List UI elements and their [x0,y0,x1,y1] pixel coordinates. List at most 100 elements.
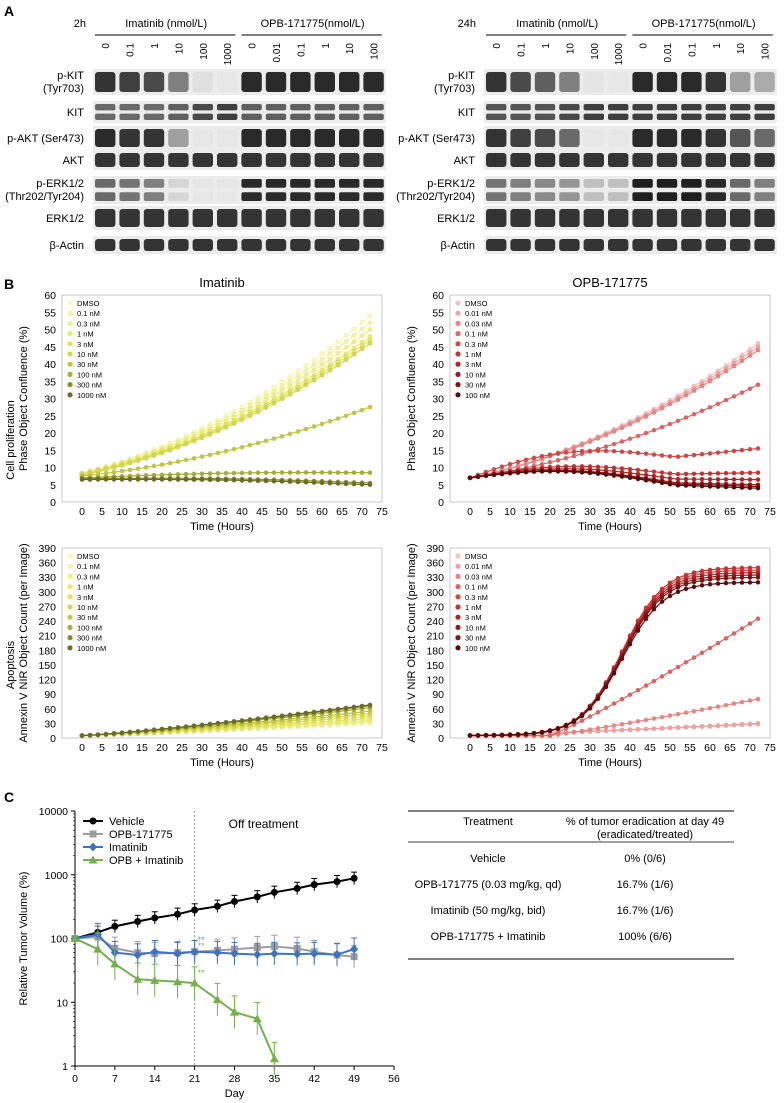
blot-band [363,104,384,111]
blot-band [339,192,360,201]
data-point [159,726,165,732]
data-point [731,565,737,571]
legend-marker [455,382,461,388]
data-point [231,470,237,476]
legend-marker [67,331,73,337]
data-point [595,696,601,702]
data-point [523,457,529,463]
y-tick-label: 45 [44,342,56,354]
x-tick-label: 25 [564,506,576,518]
data-point [707,404,713,410]
data-point [747,580,753,585]
blot-band [754,179,775,188]
data-point [239,444,245,450]
blot-group-label: Imatinib (nmol/L) [125,18,207,30]
x-tick-label: 55 [296,506,308,518]
data-point [491,472,497,478]
data-point [311,709,317,715]
table-row-value: 0% (0/6) [624,853,666,865]
x-axis-label: Time (Hours) [578,757,642,769]
x-tick-label: 35 [269,1073,281,1085]
blot-dose-label: 0.01 [272,43,283,63]
data-point [303,382,309,388]
data-point [627,449,633,455]
data-point [723,470,729,476]
data-point [287,479,293,485]
x-tick-label: 75 [376,506,388,518]
data-point [731,631,737,636]
data-point [271,714,277,720]
data-point [579,470,585,475]
data-point [343,339,349,344]
data-point [335,416,341,421]
blot-band [705,192,726,201]
data-point [327,345,333,351]
data-point [523,469,529,475]
x-tick-label: 70 [744,506,756,518]
blot-band [730,129,751,147]
western-blot-2h: 2h Imatinib (nmol/L)0 0.1 1 10 100 1000OPB-171… [5,18,386,254]
data-point [555,469,561,474]
data-point [755,696,761,702]
data-point [483,732,489,738]
data-point [659,424,665,430]
data-point [723,566,729,571]
data-point [247,478,253,483]
legend-entry: 0.03 nM [465,319,492,328]
blot-row-label: p-KIT [448,70,475,82]
data-point [723,702,729,708]
data-point [127,467,133,473]
data-point [627,727,633,732]
blot-band [265,209,287,227]
data-point [619,727,625,733]
data-point [675,454,681,459]
data-point [175,725,181,730]
data-point [173,949,182,959]
data-point [335,706,341,712]
blot-dose-label: 0 [101,43,112,49]
blot-band [95,72,116,92]
data-point [603,448,609,454]
data-point [667,421,673,427]
data-point [133,950,142,960]
blot-band [534,192,556,201]
blot-band [534,104,556,111]
blot-band [632,192,653,201]
data-point [627,692,633,698]
data-point [215,720,221,726]
data-point [659,453,665,458]
data-point [691,579,697,585]
blot-band [608,179,629,188]
x-axis-label: Day [225,1088,245,1100]
data-point [303,710,309,716]
data-point [167,725,173,731]
data-point [159,462,165,467]
data-point [255,440,261,446]
blot-band [583,239,604,251]
data-point [651,606,657,612]
blot-band [363,113,384,120]
x-tick-label: 0 [79,506,85,518]
blot-band [95,113,116,120]
data-point [247,717,253,722]
data-point [723,484,729,490]
data-point [319,351,325,357]
blot-band [217,209,238,227]
data-point [499,464,505,470]
opb-apoptosis-chart: 0 5 10 15 20 25 30 35 40 45 50 55 60 65 70 75 0 30 60 90 120… [406,543,776,769]
blot-band [754,153,775,167]
blot-dose-label: 0 [248,43,259,49]
data-point [579,713,585,719]
data-point [547,459,553,465]
data-point [619,721,625,727]
data-point [691,452,697,458]
x-tick-label: 45 [256,506,268,518]
data-point [279,383,285,389]
data-point [739,358,745,364]
data-point [643,616,649,622]
blot-row-label: (Tyr703) [43,83,84,95]
data-point [651,452,657,457]
blot-strip [93,101,386,123]
data-point [611,441,617,447]
data-point [303,372,309,378]
